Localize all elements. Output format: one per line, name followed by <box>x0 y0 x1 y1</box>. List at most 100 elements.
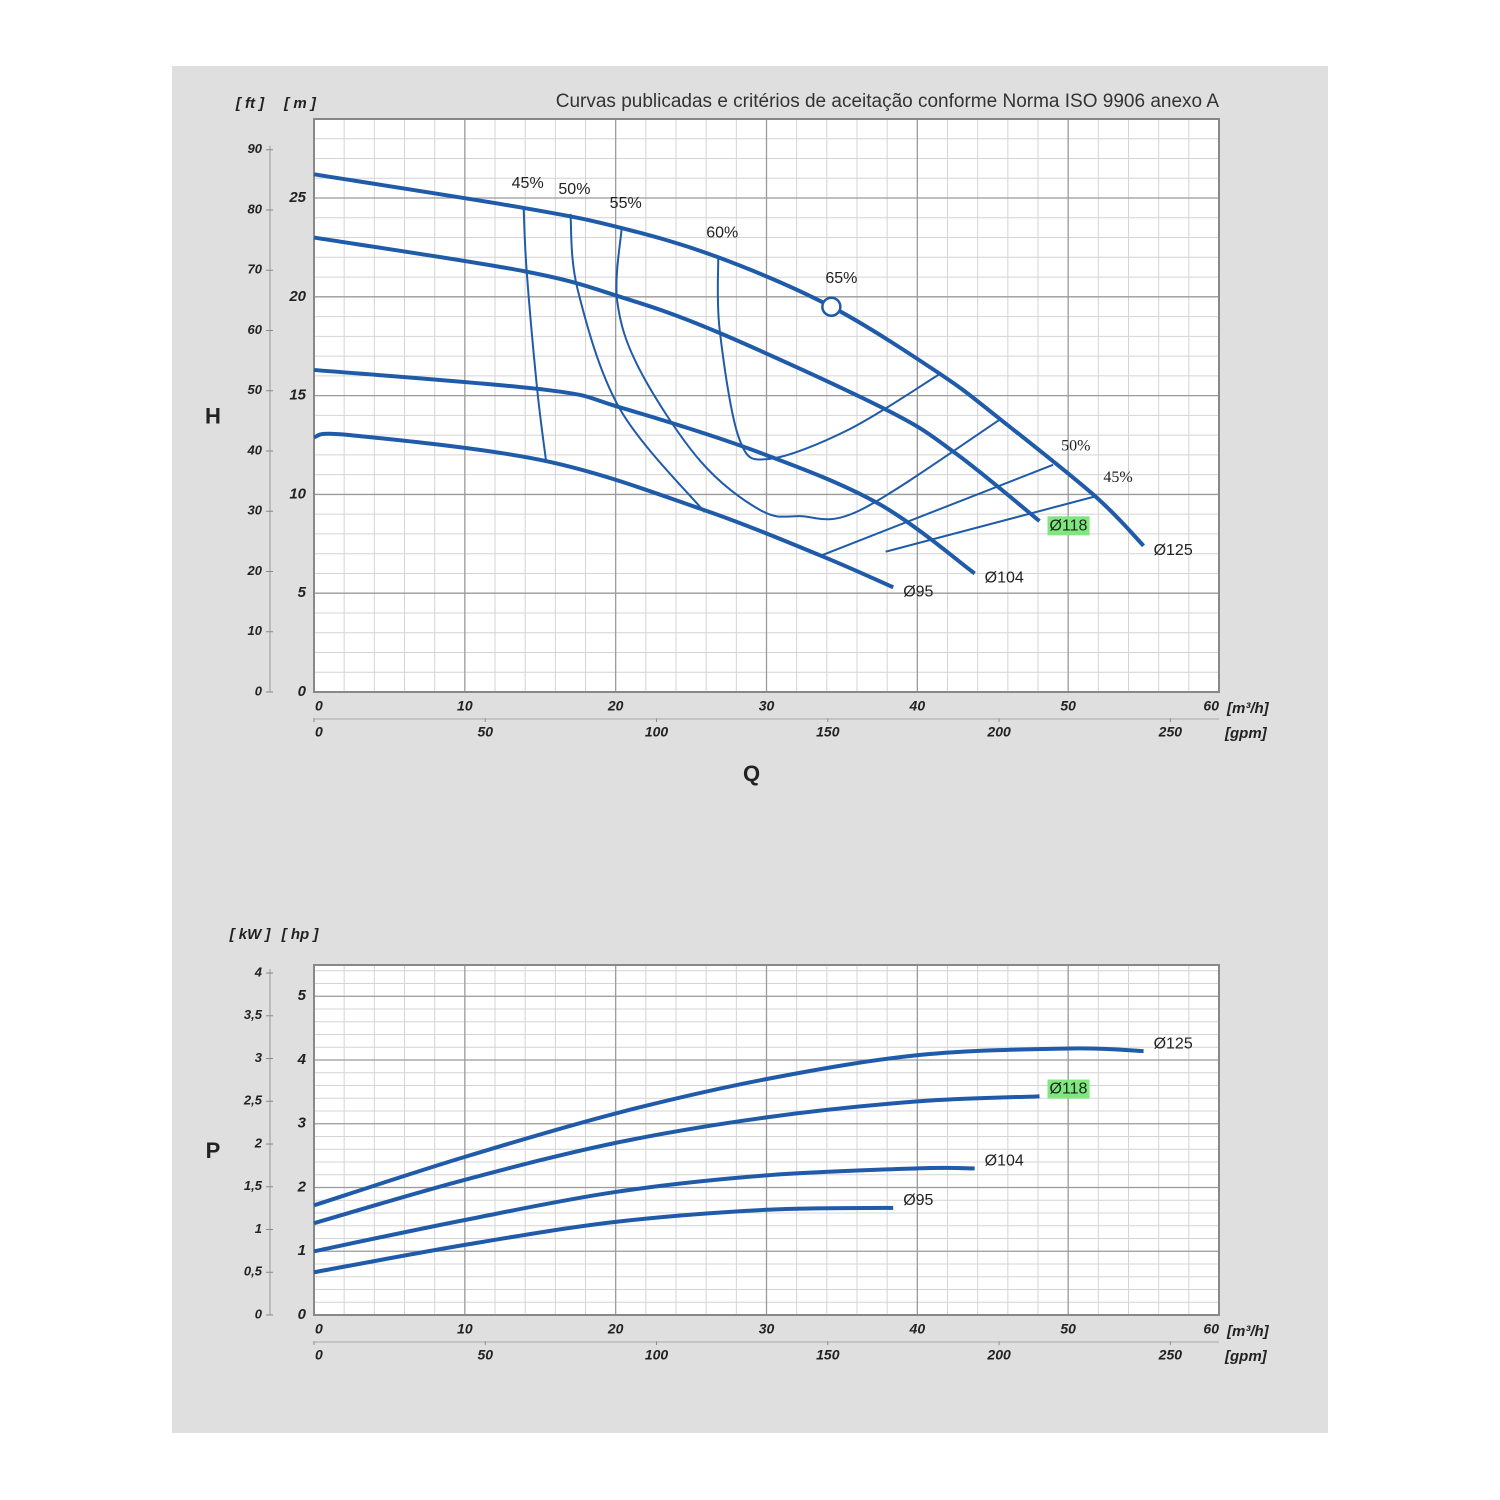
x2-unit: [gpm] <box>1224 725 1268 742</box>
y2-unit: [ kW ] <box>229 926 272 943</box>
y-tick-label: 5 <box>298 987 307 1004</box>
curve <box>569 213 706 513</box>
series-label: 60% <box>706 225 738 242</box>
annotation-label: 65% <box>825 270 857 287</box>
series-label: 50% <box>558 181 590 198</box>
y2-unit: [ ft ] <box>235 95 265 112</box>
x-tick-label: 60 <box>1203 1321 1219 1337</box>
series-label-group: Ø118 <box>1047 1079 1090 1099</box>
y-tick-label: 0 <box>298 1306 307 1323</box>
y2-tick-label: 60 <box>248 322 263 337</box>
y2-tick-label: 70 <box>248 262 263 277</box>
series-label-group: Ø125 <box>1154 542 1193 559</box>
y2-tick-label: 90 <box>248 141 263 156</box>
x2-tick-label: 150 <box>816 724 840 740</box>
y2-tick-label: 2,5 <box>243 1093 263 1108</box>
series-label: Ø125 <box>1154 1035 1193 1052</box>
x-unit: [m³/h] <box>1226 700 1270 717</box>
marker <box>821 296 842 317</box>
label-highlight <box>1047 1079 1090 1099</box>
y-tick-label: 15 <box>289 387 306 404</box>
x2-tick-label: 150 <box>816 1347 840 1363</box>
series-label: 45% <box>1103 469 1132 486</box>
series-label: Ø95 <box>903 583 933 600</box>
series-label: Ø118 <box>1050 1081 1088 1098</box>
y-tick-label: 10 <box>289 485 306 502</box>
y-tick-label: 3 <box>298 1115 307 1132</box>
x-unit: [m³/h] <box>1226 1323 1270 1340</box>
curve <box>615 227 1001 521</box>
y2-tick-label: 4 <box>254 964 263 979</box>
curve <box>716 257 941 461</box>
series-label-group: Ø95 <box>903 1192 933 1209</box>
curve <box>313 1165 975 1254</box>
series-label: Ø104 <box>985 1153 1024 1170</box>
y2-tick-label: 1 <box>255 1221 262 1236</box>
x-tick-label: 10 <box>457 1321 473 1337</box>
x-tick-label: 60 <box>1203 698 1219 714</box>
y2-tick-label: 1,5 <box>244 1178 263 1193</box>
x-tick-label: 0 <box>315 698 323 714</box>
series-label-group: Ø125 <box>1154 1035 1193 1052</box>
chart-title: Curvas publicadas e critérios de aceitaç… <box>556 91 1220 112</box>
y2-tick-label: 0 <box>255 683 263 698</box>
x2-unit: [gpm] <box>1224 1348 1268 1365</box>
series-label: 45% <box>512 175 544 192</box>
y2-tick-label: 20 <box>247 563 263 578</box>
x-axis-label: Q <box>743 761 760 786</box>
y2-tick-label: 3 <box>255 1050 263 1065</box>
series-label-group: Ø104 <box>985 570 1024 587</box>
x2-tick-label: 250 <box>1158 1347 1183 1363</box>
y-axis-label: H <box>205 403 221 428</box>
series-label: Ø95 <box>903 1192 933 1209</box>
curve <box>313 1094 1040 1226</box>
x2-tick-label: 0 <box>315 1347 323 1363</box>
y-tick-label: 2 <box>297 1178 307 1195</box>
series-label-group: 45% <box>1103 469 1132 486</box>
plot-border <box>313 118 1220 693</box>
series-label-group: 60% <box>706 225 738 242</box>
x2-tick-label: 100 <box>645 1347 669 1363</box>
curve <box>313 1046 1144 1208</box>
x-tick-label: 0 <box>315 1321 323 1337</box>
y-tick-label: 20 <box>288 288 306 305</box>
x-tick-label: 30 <box>759 698 775 714</box>
series-label-group: 50% <box>1061 437 1090 454</box>
curve <box>313 1205 894 1275</box>
y2-tick-label: 3,5 <box>244 1007 263 1022</box>
curve <box>313 431 895 590</box>
y2-tick-label: 40 <box>247 442 263 457</box>
y2-tick-label: 80 <box>248 201 263 216</box>
y-axis-label: P <box>206 1138 221 1163</box>
x2-tick-label: 200 <box>986 724 1011 740</box>
x-tick-label: 40 <box>909 698 926 714</box>
x2-tick-label: 200 <box>986 1347 1011 1363</box>
series-label: Ø118 <box>1050 517 1088 534</box>
y2-tick-label: 50 <box>248 382 263 397</box>
x2-tick-label: 100 <box>645 724 669 740</box>
y-tick-label: 0 <box>298 683 307 700</box>
y2-tick-label: 0,5 <box>244 1264 263 1279</box>
series-label: 50% <box>1061 437 1090 454</box>
x-tick-label: 20 <box>607 1321 624 1337</box>
x-tick-label: 50 <box>1060 698 1076 714</box>
x2-tick-label: 250 <box>1158 724 1183 740</box>
y-tick-label: 1 <box>298 1242 306 1259</box>
y2-tick-label: 10 <box>248 623 263 638</box>
x-tick-label: 50 <box>1060 1321 1076 1337</box>
curve <box>885 495 1096 553</box>
plot-border <box>313 964 1220 1316</box>
series-label-group: 45% <box>512 175 544 192</box>
y-tick-label: 25 <box>288 189 306 206</box>
series-label-group: Ø104 <box>985 1153 1024 1170</box>
y2-tick-label: 2 <box>254 1135 263 1150</box>
curve <box>313 235 1041 523</box>
curve <box>313 367 976 576</box>
x-tick-label: 10 <box>457 698 473 714</box>
x2-tick-label: 50 <box>477 1347 493 1363</box>
label-highlight <box>1047 516 1090 536</box>
series-label-group: 50% <box>558 181 590 198</box>
y2-tick-label: 0 <box>255 1306 263 1321</box>
series-label-group: Ø95 <box>903 583 933 600</box>
